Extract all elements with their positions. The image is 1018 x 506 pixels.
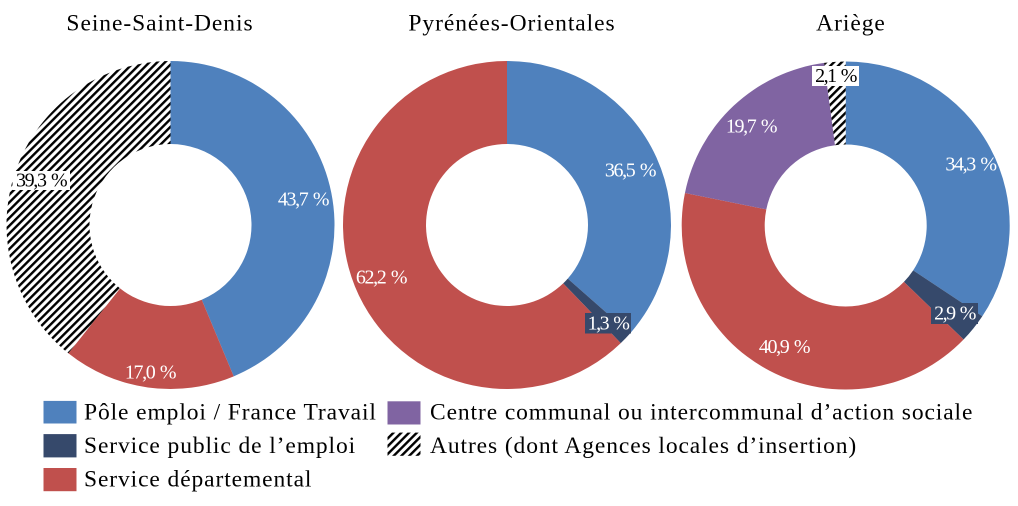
svg-text:2,1 %: 2,1 % [815, 65, 857, 87]
svg-text:62,2 %: 62,2 % [356, 267, 407, 289]
svg-text:40,9 %: 40,9 % [759, 336, 810, 358]
svg-text:Ariège: Ariège [816, 11, 886, 37]
svg-text:1,3 %: 1,3 % [588, 312, 630, 334]
svg-text:19,7 %: 19,7 % [726, 115, 777, 137]
svg-text:Pôle emploi / France Travail: Pôle emploi / France Travail [84, 400, 377, 426]
svg-text:39,3 %: 39,3 % [16, 170, 67, 192]
svg-text:Pyrénées-Orientales: Pyrénées-Orientales [408, 11, 615, 37]
svg-text:Seine-Saint-Denis: Seine-Saint-Denis [66, 11, 253, 37]
svg-text:17,0 %: 17,0 % [125, 362, 176, 384]
svg-text:2,9 %: 2,9 % [934, 303, 976, 325]
svg-text:Centre communal ou intercommun: Centre communal ou intercommunal d’actio… [430, 400, 973, 426]
svg-text:Autres (dont Agences locales d: Autres (dont Agences locales d’insertion… [430, 433, 857, 459]
svg-text:34,3 %: 34,3 % [945, 154, 996, 176]
svg-text:Service départemental: Service départemental [84, 467, 312, 493]
svg-text:36,5 %: 36,5 % [605, 159, 656, 181]
svg-text:43,7 %: 43,7 % [278, 189, 329, 211]
svg-text:Service public de l’emploi: Service public de l’emploi [84, 433, 356, 459]
